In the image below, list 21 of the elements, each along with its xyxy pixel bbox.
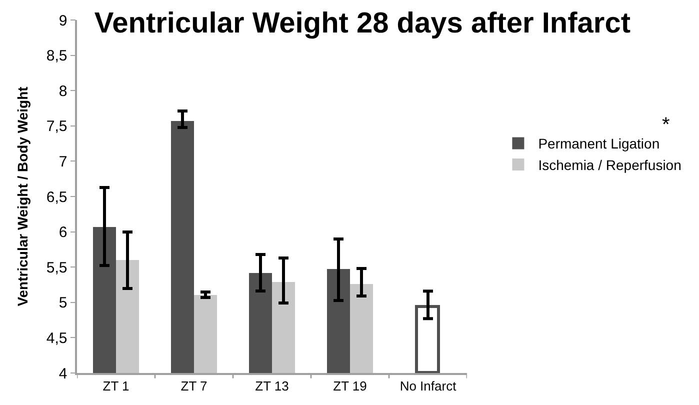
y-tick-label: 9 xyxy=(58,12,68,30)
text: * xyxy=(662,114,670,136)
legend-label: Permanent Ligation xyxy=(538,136,660,152)
x-tick-label: ZT 13 xyxy=(255,378,289,394)
y-tick-label: 7 xyxy=(58,153,68,170)
y-tick-label: 6,5 xyxy=(46,188,68,206)
y-tick-label: 7,5 xyxy=(46,118,68,136)
y-tick-label: 4 xyxy=(58,365,68,382)
y-tick-label: 8,5 xyxy=(46,48,68,65)
x-tick-label: ZT 7 xyxy=(180,378,208,394)
y-tick-label: 4,5 xyxy=(46,330,68,347)
x-tick-label: ZT 19 xyxy=(333,378,367,394)
y-axis-title: Ventricular Weight / Body Weight xyxy=(14,86,30,306)
legend-label: Ischemia / Reperfusion xyxy=(538,156,682,173)
y-tick-label: 5,5 xyxy=(46,259,68,276)
x-tick-label: No Infarct xyxy=(400,378,457,394)
y-tick-label: 6 xyxy=(58,224,68,242)
x-tick-label: ZT 1 xyxy=(102,378,130,394)
chart-title: Ventricular Weight 28 days after Infarct xyxy=(94,7,631,40)
y-tick-label: 8 xyxy=(58,82,68,100)
y-tick-label: 5 xyxy=(58,294,68,312)
